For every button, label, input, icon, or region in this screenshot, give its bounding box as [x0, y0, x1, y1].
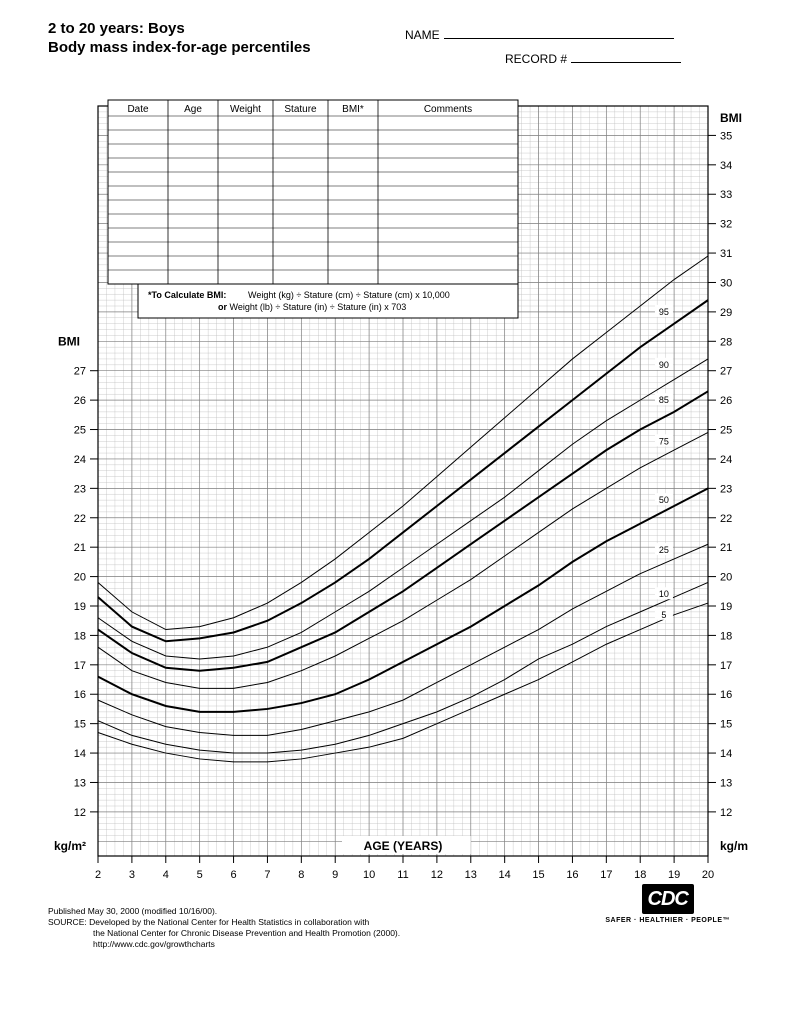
svg-text:20: 20 — [702, 869, 714, 881]
svg-text:10: 10 — [363, 869, 375, 881]
svg-text:12: 12 — [74, 807, 86, 819]
svg-text:Weight: Weight — [230, 104, 261, 115]
svg-text:30: 30 — [720, 277, 732, 289]
svg-text:Date: Date — [127, 104, 149, 115]
svg-text:22: 22 — [74, 513, 86, 525]
svg-text:33: 33 — [720, 189, 732, 201]
svg-text:29: 29 — [720, 307, 732, 319]
svg-text:13: 13 — [720, 777, 732, 789]
svg-text:27: 27 — [74, 366, 86, 378]
source-line-2: the National Center for Chronic Disease … — [93, 928, 770, 939]
svg-text:19: 19 — [720, 601, 732, 613]
svg-text:90: 90 — [659, 360, 669, 370]
svg-text:25: 25 — [74, 425, 86, 437]
svg-text:or Weight (lb) ÷ Stature (in): or Weight (lb) ÷ Stature (in) ÷ Stature … — [218, 302, 406, 312]
svg-text:AGE (YEARS): AGE (YEARS) — [364, 839, 443, 853]
svg-text:2: 2 — [95, 869, 101, 881]
svg-text:5: 5 — [661, 610, 666, 620]
svg-text:15: 15 — [720, 719, 732, 731]
record-label: RECORD # — [505, 52, 567, 66]
svg-text:16: 16 — [720, 689, 732, 701]
cdc-logo: CDC SAFER · HEALTHIER · PEOPLE™ — [605, 884, 730, 925]
svg-text:Comments: Comments — [424, 104, 472, 115]
svg-text:17: 17 — [74, 660, 86, 672]
source-line-3: http://www.cdc.gov/growthcharts — [93, 939, 770, 950]
svg-text:85: 85 — [659, 395, 669, 405]
svg-text:kg/m²: kg/m² — [54, 839, 86, 853]
svg-text:17: 17 — [600, 869, 612, 881]
svg-text:BMI*: BMI* — [342, 104, 364, 115]
svg-text:31: 31 — [720, 248, 732, 260]
source-line-1: Developed by the National Center for Hea… — [89, 917, 369, 927]
svg-text:19: 19 — [668, 869, 680, 881]
svg-text:26: 26 — [720, 395, 732, 407]
svg-text:27: 27 — [720, 366, 732, 378]
svg-text:18: 18 — [74, 630, 86, 642]
svg-text:BMI: BMI — [720, 111, 742, 125]
svg-text:25: 25 — [659, 545, 669, 555]
svg-text:17: 17 — [720, 660, 732, 672]
source-label: SOURCE: — [48, 917, 87, 927]
svg-text:7: 7 — [264, 869, 270, 881]
svg-text:10: 10 — [659, 589, 669, 599]
svg-text:23: 23 — [74, 483, 86, 495]
svg-text:32: 32 — [720, 219, 732, 231]
svg-text:26: 26 — [74, 395, 86, 407]
svg-text:35: 35 — [720, 130, 732, 142]
svg-text:9: 9 — [332, 869, 338, 881]
svg-text:34: 34 — [720, 160, 732, 172]
svg-text:16: 16 — [74, 689, 86, 701]
svg-text:Stature: Stature — [284, 104, 317, 115]
svg-text:28: 28 — [720, 336, 732, 348]
svg-text:18: 18 — [720, 630, 732, 642]
svg-text:13: 13 — [465, 869, 477, 881]
svg-text:8: 8 — [298, 869, 304, 881]
svg-text:12: 12 — [431, 869, 443, 881]
svg-text:75: 75 — [659, 436, 669, 446]
svg-text:21: 21 — [720, 542, 732, 554]
svg-text:3: 3 — [129, 869, 135, 881]
cdc-logo-text: CDC — [642, 884, 694, 914]
svg-text:14: 14 — [499, 869, 511, 881]
svg-text:4: 4 — [163, 869, 169, 881]
svg-text:13: 13 — [74, 777, 86, 789]
svg-text:14: 14 — [74, 748, 86, 760]
svg-text:24: 24 — [74, 454, 86, 466]
svg-text:20: 20 — [74, 572, 86, 584]
svg-text:15: 15 — [532, 869, 544, 881]
svg-text:19: 19 — [74, 601, 86, 613]
svg-text:15: 15 — [74, 719, 86, 731]
cdc-tagline: SAFER · HEALTHIER · PEOPLE™ — [605, 916, 730, 925]
svg-text:Weight (kg) ÷ Stature (cm) ÷ S: Weight (kg) ÷ Stature (cm) ÷ Stature (cm… — [248, 290, 450, 300]
svg-text:25: 25 — [720, 425, 732, 437]
svg-text:Age: Age — [184, 104, 202, 115]
svg-text:14: 14 — [720, 748, 732, 760]
name-label: NAME — [405, 28, 440, 42]
svg-text:23: 23 — [720, 483, 732, 495]
svg-text:22: 22 — [720, 513, 732, 525]
svg-text:21: 21 — [74, 542, 86, 554]
svg-text:95: 95 — [659, 307, 669, 317]
svg-text:16: 16 — [566, 869, 578, 881]
svg-text:*To Calculate BMI:: *To Calculate BMI: — [148, 290, 226, 300]
svg-text:5: 5 — [197, 869, 203, 881]
svg-text:BMI: BMI — [58, 334, 80, 348]
svg-text:20: 20 — [720, 572, 732, 584]
svg-text:18: 18 — [634, 869, 646, 881]
svg-text:12: 12 — [720, 807, 732, 819]
svg-text:50: 50 — [659, 495, 669, 505]
svg-text:6: 6 — [230, 869, 236, 881]
svg-text:24: 24 — [720, 454, 732, 466]
svg-text:kg/m²: kg/m² — [720, 839, 748, 853]
svg-text:11: 11 — [397, 869, 408, 881]
bmi-chart: Date Age Weight Stature BMI* Comments *To Calc… — [48, 76, 748, 896]
record-field[interactable]: RECORD # — [505, 52, 681, 66]
name-field[interactable]: NAME — [405, 28, 674, 42]
